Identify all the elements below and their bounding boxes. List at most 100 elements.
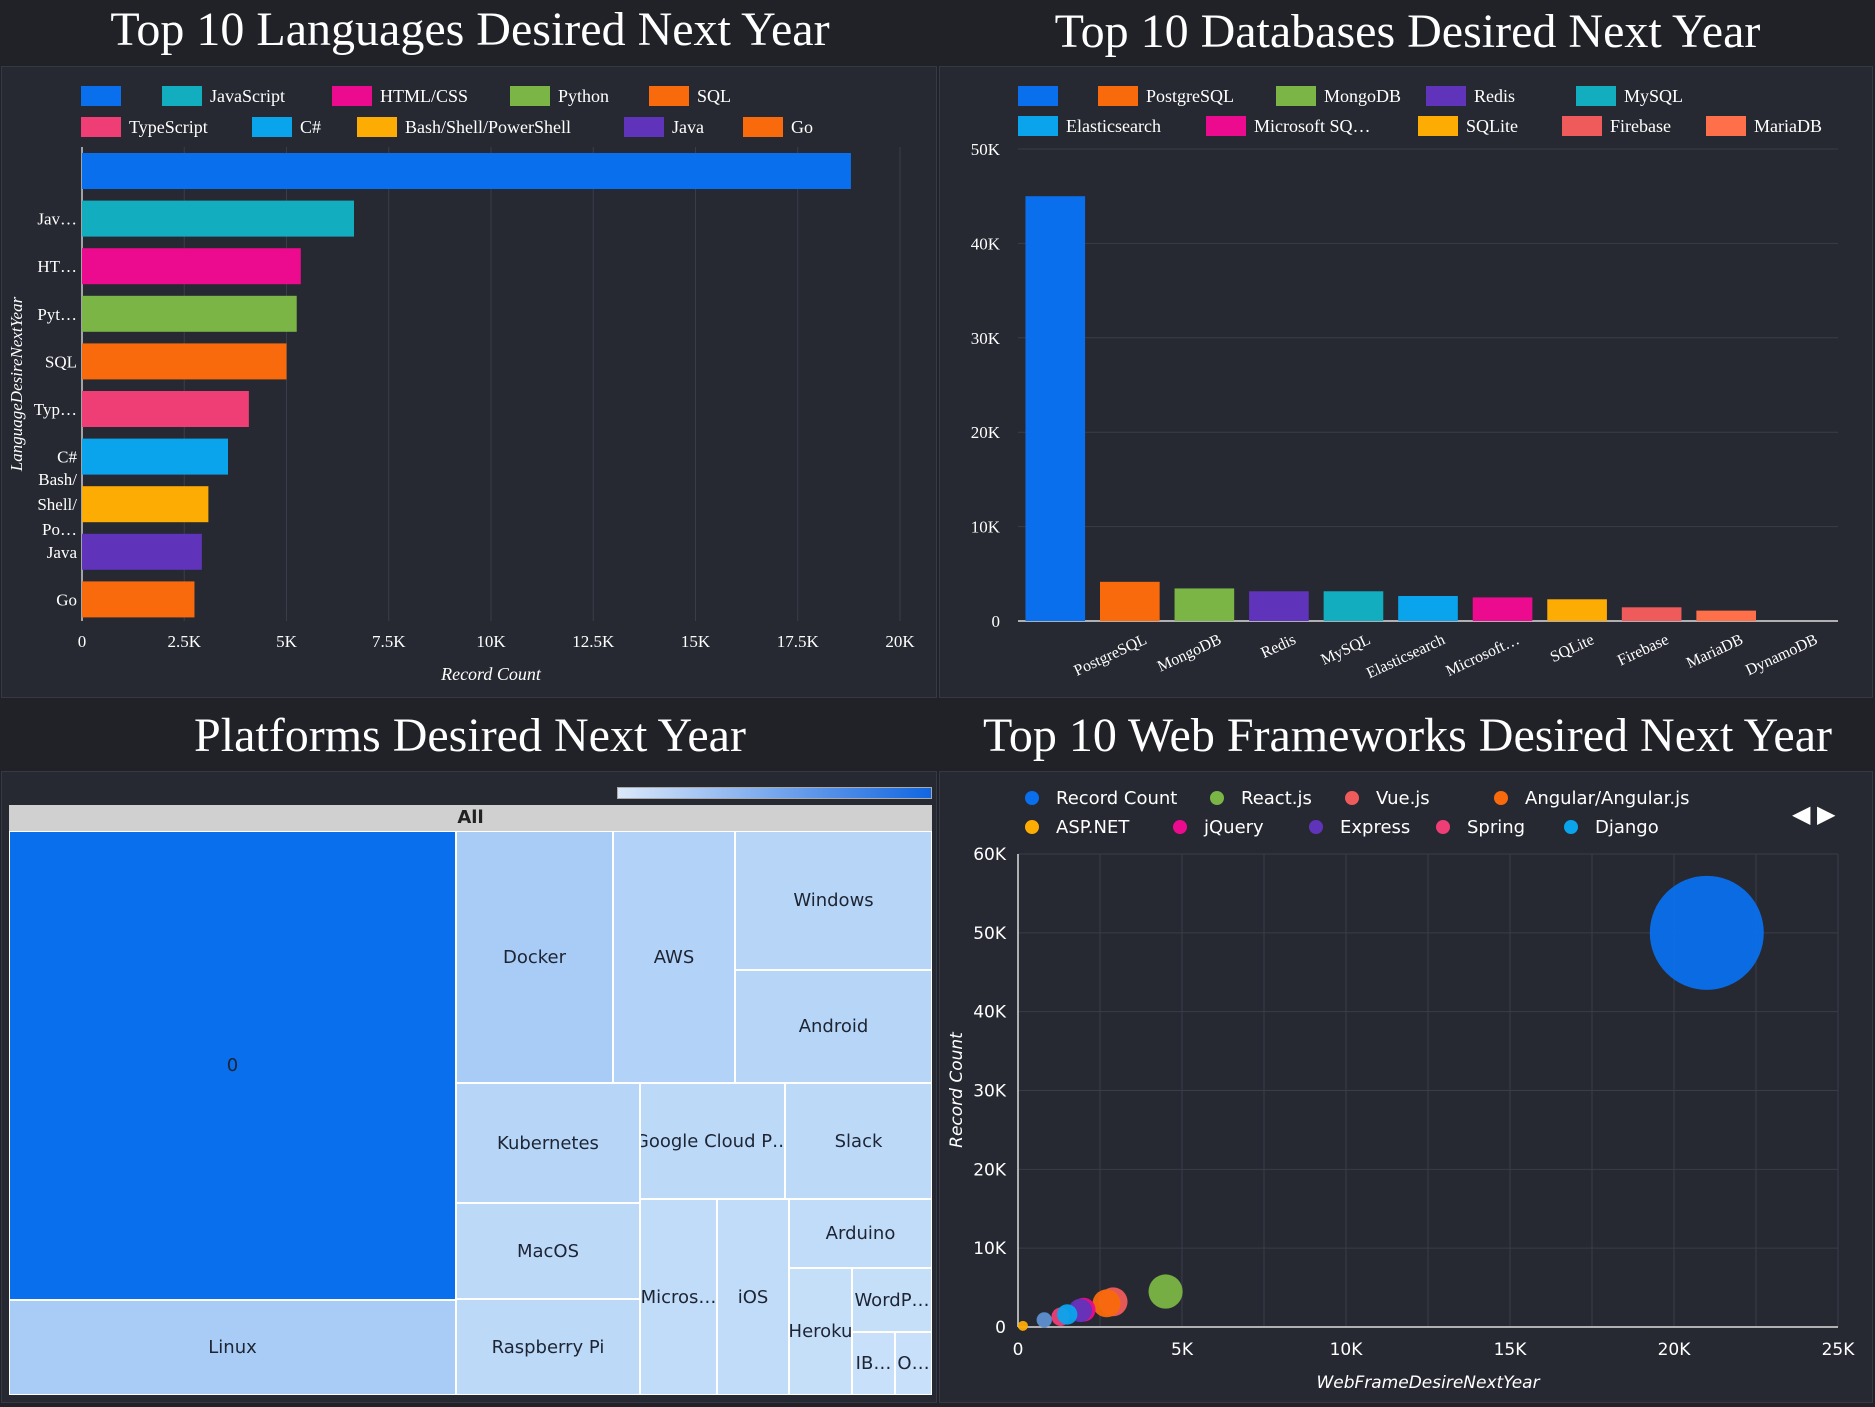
bar bbox=[1100, 581, 1160, 621]
legend-swatch bbox=[743, 117, 783, 137]
bubble bbox=[1057, 1304, 1078, 1325]
legend-swatch bbox=[81, 117, 121, 137]
legend-swatch bbox=[1018, 116, 1058, 136]
legend-label: Python bbox=[558, 86, 609, 106]
x-tick-label: 10K bbox=[1330, 1340, 1364, 1360]
x-tick-label: MongoDB bbox=[1155, 631, 1224, 675]
legend-label: Microsoft SQ… bbox=[1254, 116, 1371, 136]
bar bbox=[82, 438, 229, 475]
y-tick-label: Typ… bbox=[34, 400, 77, 419]
treemap-tile[interactable]: WordP… bbox=[852, 1268, 932, 1332]
legend-label: jQuery bbox=[1203, 817, 1264, 838]
bar bbox=[82, 295, 297, 332]
treemap-tile[interactable]: Linux bbox=[9, 1300, 456, 1395]
legend-swatch bbox=[1562, 116, 1602, 136]
y-tick-label: 30K bbox=[971, 329, 1001, 348]
legend-label: HTML/CSS bbox=[380, 86, 468, 106]
legend-swatch bbox=[1426, 86, 1466, 106]
legend-dot bbox=[1025, 791, 1039, 805]
x-tick-label: 15K bbox=[681, 632, 711, 651]
treemap-tile[interactable]: Windows bbox=[735, 831, 932, 970]
x-tick-label: PostgreSQL bbox=[1071, 631, 1149, 679]
y-axis-title: Record Count bbox=[947, 1031, 967, 1148]
legend-prev-icon[interactable]: ◀ bbox=[1792, 800, 1811, 828]
legend-label: Record Count bbox=[1056, 788, 1177, 809]
bubble bbox=[1092, 1289, 1121, 1318]
y-tick-label: Java bbox=[47, 543, 78, 562]
bar bbox=[1547, 599, 1607, 621]
y-tick-label: Shell/ bbox=[37, 495, 77, 514]
databases-title: Top 10 Databases Desired Next Year bbox=[1054, 5, 1761, 58]
x-tick-label: 20K bbox=[1658, 1340, 1692, 1360]
treemap-tile[interactable]: iOS bbox=[717, 1199, 789, 1395]
treemap-tile[interactable]: O… bbox=[895, 1332, 932, 1395]
x-tick-label: Microsoft… bbox=[1443, 631, 1522, 680]
legend-label: TypeScript bbox=[129, 117, 208, 137]
x-tick-label: 0 bbox=[78, 632, 87, 651]
y-tick-label: 40K bbox=[973, 1003, 1007, 1023]
treemap-tile[interactable]: Google Cloud P… bbox=[640, 1083, 785, 1199]
x-tick-label: Firebase bbox=[1615, 631, 1671, 669]
x-tick-label: 10K bbox=[476, 632, 506, 651]
legend-dot bbox=[1025, 820, 1039, 834]
legend-label: Firebase bbox=[1610, 116, 1671, 136]
treemap-tile[interactable]: Arduino bbox=[789, 1199, 932, 1268]
treemap-tile[interactable]: 0 bbox=[9, 831, 456, 1300]
bar bbox=[1398, 595, 1458, 621]
languages-chart: 0 2.5K 5K 7.5K 10K 12.5K 15K 17.5K 20K JavaScript… bbox=[7, 86, 915, 684]
legend-label: Bash/Shell/PowerShell bbox=[405, 117, 571, 137]
legend-swatch bbox=[162, 86, 202, 106]
x-tick-label: 5K bbox=[276, 632, 298, 651]
treemap-tile[interactable]: Heroku bbox=[789, 1268, 852, 1395]
legend-label: C# bbox=[300, 117, 321, 137]
legend-next-icon[interactable]: ▶ bbox=[1817, 800, 1836, 828]
treemap-tile[interactable]: MacOS bbox=[456, 1203, 640, 1299]
legend-swatch bbox=[252, 117, 292, 137]
webframes-panel: 0 10K 20K 30K 40K 50K 60K 0 5K 10K 15K 20K 25K Record… bbox=[939, 771, 1873, 1403]
y-tick-label: 50K bbox=[973, 924, 1007, 944]
legend-swatch bbox=[1276, 86, 1316, 106]
y-tick-label: 60K bbox=[973, 845, 1007, 865]
treemap-tile[interactable]: Android bbox=[735, 970, 932, 1083]
treemap-area: 0 Linux Docker AWS Windows Android Kubernetes G… bbox=[9, 831, 932, 1395]
x-tick-label: 0 bbox=[1013, 1340, 1024, 1360]
treemap-tile[interactable]: IB… bbox=[852, 1332, 895, 1395]
treemap-tile[interactable]: Kubernetes bbox=[456, 1083, 640, 1203]
legend-swatch bbox=[1206, 116, 1246, 136]
legend-label: ASP.NET bbox=[1056, 817, 1130, 838]
treemap-tile[interactable]: AWS bbox=[613, 831, 735, 1083]
treemap-tile[interactable]: Micros… bbox=[640, 1199, 717, 1395]
legend-swatch bbox=[81, 86, 121, 106]
bubble bbox=[1017, 1320, 1028, 1331]
x-tick-label: Elasticsearch bbox=[1364, 631, 1448, 682]
legend-label: Redis bbox=[1474, 86, 1515, 106]
y-tick-label: 30K bbox=[973, 1082, 1007, 1102]
bar bbox=[82, 248, 301, 285]
legend-swatch bbox=[649, 86, 689, 106]
legend-label: Spring bbox=[1467, 817, 1525, 838]
legend-label: JavaScript bbox=[210, 86, 285, 106]
legend-label: Vue.js bbox=[1376, 788, 1430, 809]
legend-label: MariaDB bbox=[1754, 116, 1822, 136]
webframes-chart: 0 10K 20K 30K 40K 50K 60K 0 5K 10K 15K 20K 25K Record… bbox=[947, 788, 1855, 1393]
y-tick-label: 20K bbox=[971, 423, 1001, 442]
x-tick-label: 20K bbox=[885, 632, 915, 651]
bar bbox=[1696, 610, 1756, 621]
x-tick-label: 17.5K bbox=[777, 632, 820, 651]
bar bbox=[82, 581, 195, 618]
legend-label: React.js bbox=[1241, 788, 1312, 809]
legend-swatch bbox=[1576, 86, 1616, 106]
y-tick-label: C# bbox=[57, 448, 77, 467]
treemap-tile[interactable]: Raspberry Pi bbox=[456, 1299, 640, 1395]
y-tick-label: Jav… bbox=[37, 210, 77, 229]
x-tick-label: SQLite bbox=[1548, 631, 1597, 666]
legend-dot bbox=[1436, 820, 1450, 834]
treemap-tile[interactable]: Slack bbox=[785, 1083, 932, 1199]
treemap-root-header[interactable]: All bbox=[9, 805, 932, 831]
x-tick-label: 15K bbox=[1494, 1340, 1528, 1360]
y-tick-label: 40K bbox=[971, 234, 1001, 253]
bar bbox=[82, 200, 354, 237]
treemap-tile[interactable]: Docker bbox=[456, 831, 613, 1083]
bar bbox=[82, 343, 287, 380]
